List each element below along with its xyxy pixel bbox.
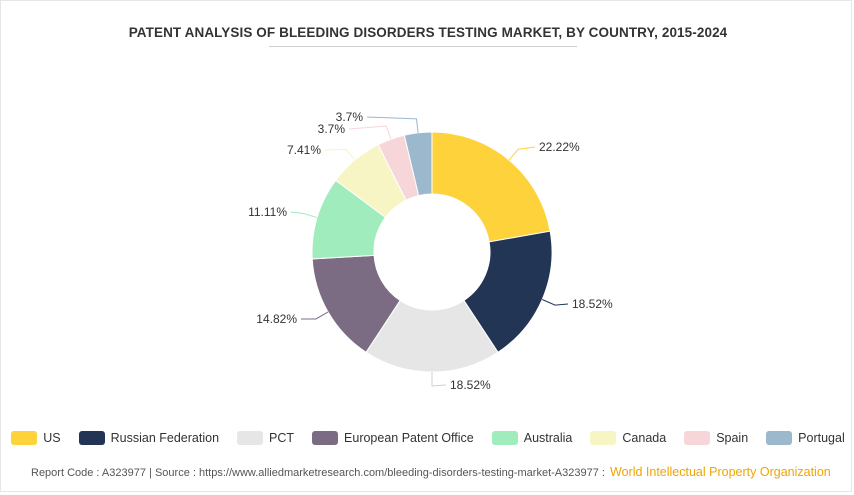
slice-us: [431, 131, 551, 243]
legend-label: Spain: [716, 431, 749, 445]
legend-label: Australia: [523, 431, 573, 445]
leader-line: [508, 146, 536, 161]
legend-label: European Patent Office: [344, 431, 474, 445]
source-text: Source : https://www.alliedmarketresearc…: [154, 467, 605, 479]
data-label: 18.52%: [450, 378, 491, 392]
report-code: Report Code : A323977: [31, 467, 146, 479]
leader-line: [324, 148, 356, 161]
data-label: 7.41%: [287, 143, 321, 157]
legend-label: PCT: [269, 431, 295, 445]
legend-label: US: [43, 431, 61, 445]
slice-russian-federation: [463, 230, 553, 353]
legend-item[interactable]: Canada: [590, 431, 666, 445]
legend-item[interactable]: Russian Federation: [78, 431, 220, 445]
data-label: 3.7%: [318, 122, 346, 136]
leader-line: [366, 116, 419, 133]
legend-item[interactable]: PCT: [237, 431, 294, 445]
legend-item[interactable]: Spain: [684, 431, 748, 445]
legend-item[interactable]: Portugal: [766, 431, 845, 445]
data-label: 11.11%: [248, 205, 287, 219]
legend-item[interactable]: Australia: [491, 431, 573, 445]
legend-swatch: [312, 431, 339, 445]
legend-swatch: [11, 431, 38, 445]
data-label: 14.82%: [256, 312, 297, 326]
legend: US Russian Federation PCT European Patent O…: [1, 431, 854, 445]
footer-separator: |: [149, 467, 152, 479]
legend-swatch: [766, 431, 793, 445]
brand-name: World Intellectual Property Organization: [610, 465, 831, 479]
leader-line: [348, 125, 392, 140]
leader-line: [300, 311, 329, 320]
leader-line: [431, 372, 447, 387]
legend-item[interactable]: European Patent Office: [312, 431, 474, 445]
legend-label: Portugal: [798, 431, 845, 445]
legend-swatch: [491, 431, 518, 445]
legend-swatch: [590, 431, 617, 445]
legend-swatch: [684, 431, 711, 445]
legend-label: Russian Federation: [110, 431, 220, 445]
leader-line: [290, 211, 318, 219]
legend-label: Canada: [622, 431, 667, 445]
data-label: 22.22%: [539, 140, 580, 154]
slice-portugal: [403, 131, 433, 197]
slice-pct: [365, 299, 499, 373]
data-label: 18.52%: [572, 297, 613, 311]
leader-line: [541, 299, 569, 306]
legend-swatch: [237, 431, 264, 445]
legend-item[interactable]: US: [11, 431, 61, 445]
data-label: 3.7%: [336, 110, 364, 124]
footer: Report Code : A323977 | Source : https:/…: [31, 465, 841, 479]
chart-title: PATENT ANALYSIS OF BLEEDING DISORDERS TE…: [128, 25, 728, 40]
title-underline: [269, 46, 577, 47]
legend-swatch: [78, 431, 105, 445]
